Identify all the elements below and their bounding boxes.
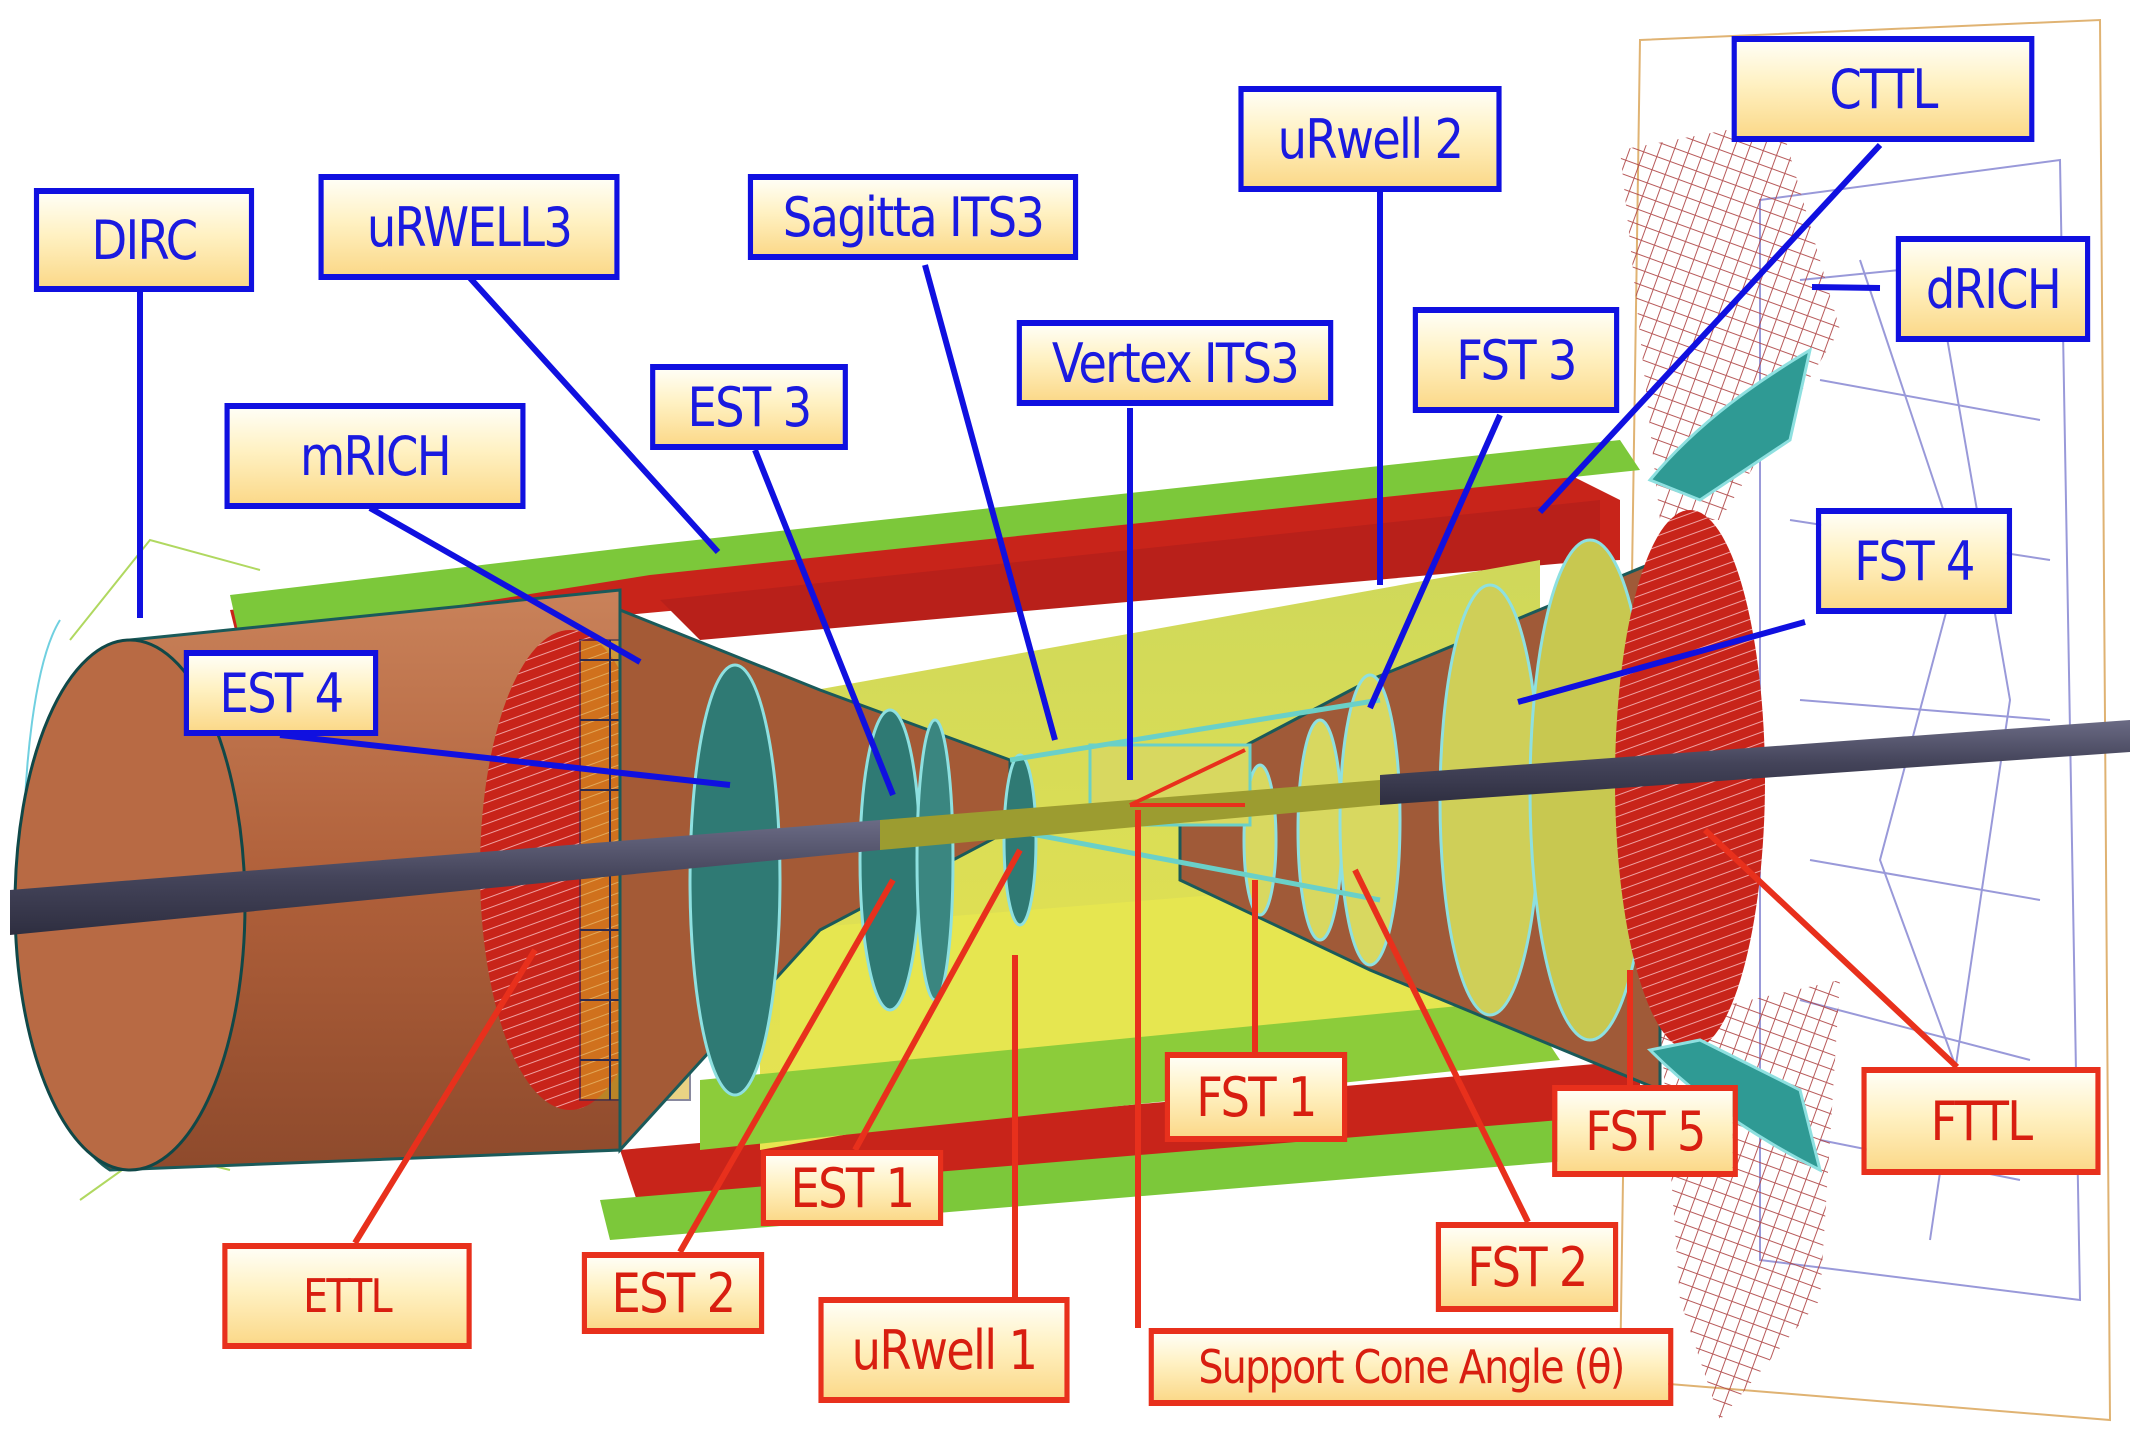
est3-disk [858,708,922,1012]
beampipe-right [1380,720,2130,805]
beampipe-left [10,820,880,935]
label-urwell2: uRwell 2 [1238,86,1502,192]
label-ettl: ETTL [222,1243,472,1349]
support-cone-angle-mark [1129,748,1246,807]
est2-disk [915,718,955,1002]
label-drich: dRICH [1895,236,2091,342]
support-cone-outline [1009,697,1381,903]
barrel-top-green [230,440,1640,640]
label-support-cone-angle: Support Cone Angle (θ) [1148,1328,1674,1406]
est4-disk [688,663,782,1097]
est1-disk [1002,753,1038,927]
callout-lines-red [352,810,1960,1328]
label-mrich: mRICH [224,403,526,509]
label-fst3: FST 3 [1412,307,1620,413]
label-est4: EST 4 [183,650,379,736]
label-vertex-its3: Vertex ITS3 [1016,320,1334,406]
cttl-mesh [1620,120,1840,520]
fst2-disk [1296,718,1344,942]
label-fttl: FTTL [1861,1067,2101,1175]
cttl-support [1647,346,1813,502]
callout-lines-blue [137,142,1883,797]
label-est1: EST 1 [760,1150,944,1226]
fst3-disk [1338,673,1402,967]
label-est3: EST 3 [650,364,848,450]
beampipe-inner [880,780,1380,850]
label-urwell1: uRwell 1 [818,1297,1070,1403]
label-fst1: FST 1 [1164,1052,1348,1142]
label-fst4: FST 4 [1815,508,2013,614]
label-fst5: FST 5 [1552,1085,1738,1177]
fst4-disk [1438,583,1542,1017]
inner-barrel-green-lower [700,1000,1560,1150]
label-dirc: DIRC [33,188,255,292]
label-sagitta-its3: Sagitta ITS3 [747,174,1079,260]
label-urwell3: uRWELL3 [318,174,620,280]
label-cttl: CTTL [1731,36,2035,142]
label-fst2: FST 2 [1435,1222,1619,1312]
label-est2: EST 2 [581,1252,765,1334]
